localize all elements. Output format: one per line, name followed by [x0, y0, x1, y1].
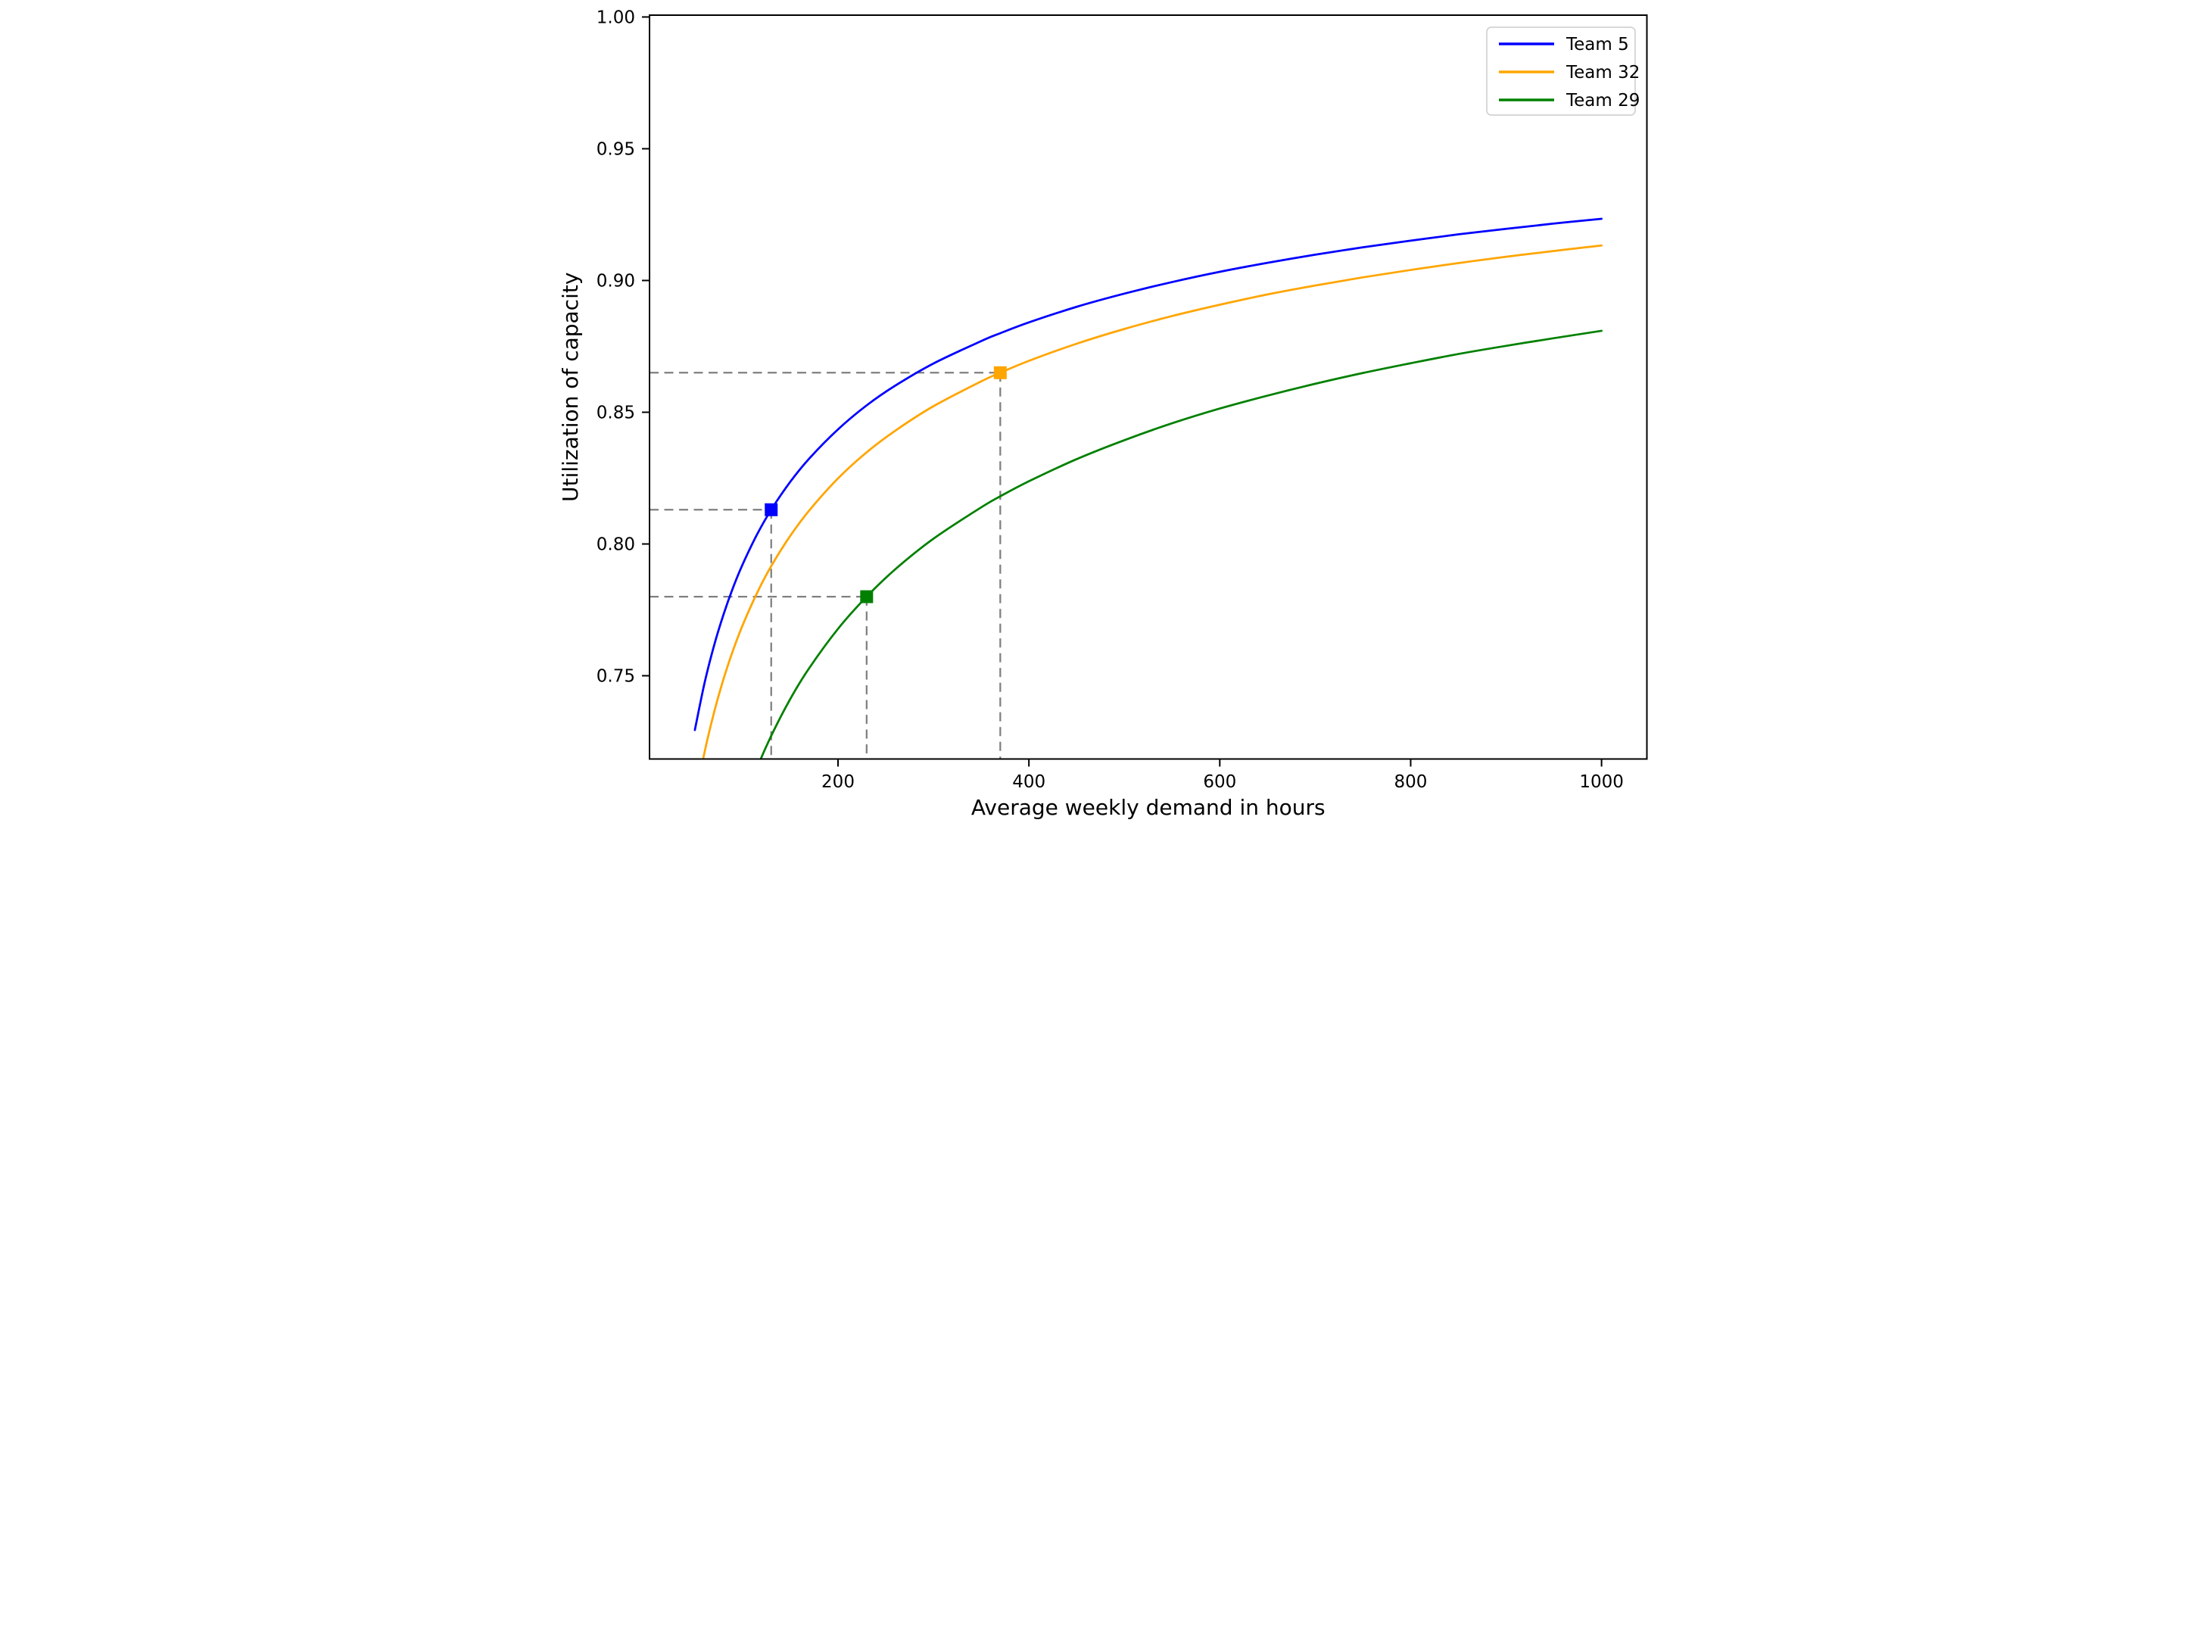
marker-team-5 [764, 503, 777, 516]
x-tick-label-600: 600 [1203, 772, 1236, 792]
chart-canvas: 200 400 600 800 1000 0.75 0.80 0.85 0.90 0.95 1.00… [553, 0, 1659, 826]
guide-lines [649, 372, 1001, 759]
axis-tick-labels: 200 400 600 800 1000 0.75 0.80 0.85 0.90 0.95 1.00 [596, 8, 1623, 792]
marker-team-29 [859, 590, 873, 603]
series-curves [693, 217, 1603, 759]
y-tick-label-0.95: 0.95 [596, 139, 634, 159]
series-line-team-32 [701, 244, 1603, 759]
series-line-team-29 [759, 329, 1603, 759]
plot-area [649, 15, 1647, 759]
legend-box [1485, 26, 1636, 116]
legend-label-team-29: Team 29 [1566, 91, 1640, 111]
x-tick-label-400: 400 [1012, 772, 1045, 792]
legend-entry-team-5: Team 5 [1498, 35, 1629, 55]
legend-label-team-32: Team 32 [1566, 63, 1640, 83]
series-line-team-5 [693, 217, 1603, 731]
legend-label-team-5: Team 5 [1566, 35, 1629, 55]
axes-box [648, 14, 1647, 760]
y-tick-label-0.80: 0.80 [596, 535, 634, 555]
marker-team-32 [993, 366, 1007, 379]
legend-entry-team-32: Team 32 [1498, 63, 1640, 83]
x-tick-label-800: 800 [1394, 772, 1427, 792]
x-tick-label-200: 200 [821, 772, 855, 792]
y-axis-label: Utilization of capacity [558, 273, 583, 502]
legend-entry-team-29: Team 29 [1498, 91, 1640, 111]
series-markers [764, 366, 1007, 603]
y-tick-label-0.75: 0.75 [596, 667, 634, 687]
x-tick-label-1000: 1000 [1579, 772, 1624, 792]
legend: Team 5 Team 32 Team 29 [1485, 26, 1640, 116]
axis-ticks [641, 16, 1603, 767]
y-tick-label-0.90: 0.90 [596, 271, 634, 291]
y-tick-label-0.85: 0.85 [596, 403, 634, 422]
y-tick-label-1.00: 1.00 [596, 8, 634, 27]
page: 200 400 600 800 1000 0.75 0.80 0.85 0.90 0.95 1.00… [553, 0, 1659, 826]
utilization-chart-figure: 200 400 600 800 1000 0.75 0.80 0.85 0.90 0.95 1.00… [553, 0, 1659, 826]
x-axis-label: Average weekly demand in hours [970, 795, 1325, 820]
